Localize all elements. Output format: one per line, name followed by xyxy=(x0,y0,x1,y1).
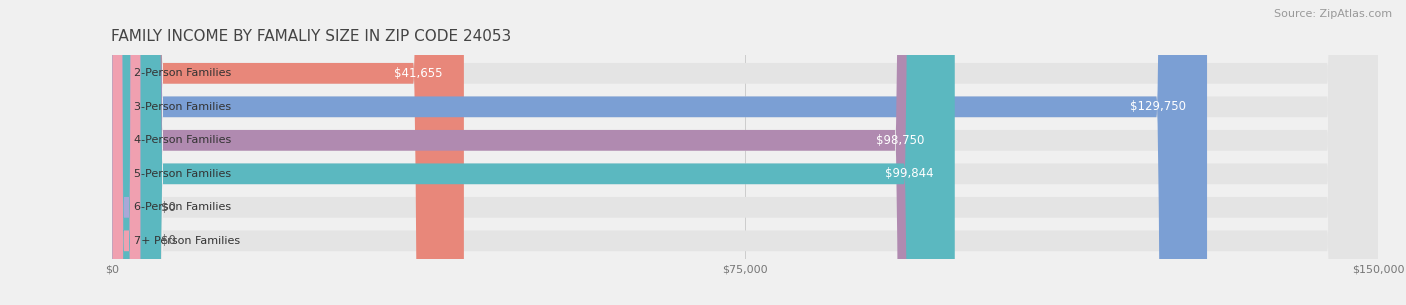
Text: $0: $0 xyxy=(162,201,176,214)
FancyBboxPatch shape xyxy=(112,0,1378,305)
Text: FAMILY INCOME BY FAMALIY SIZE IN ZIP CODE 24053: FAMILY INCOME BY FAMALIY SIZE IN ZIP COD… xyxy=(111,29,512,44)
FancyBboxPatch shape xyxy=(112,0,1378,305)
FancyBboxPatch shape xyxy=(112,0,1378,305)
FancyBboxPatch shape xyxy=(112,0,141,305)
FancyBboxPatch shape xyxy=(112,0,1378,305)
FancyBboxPatch shape xyxy=(112,0,945,305)
FancyBboxPatch shape xyxy=(112,0,1378,305)
Text: $41,655: $41,655 xyxy=(394,67,443,80)
FancyBboxPatch shape xyxy=(112,0,141,305)
Text: 3-Person Families: 3-Person Families xyxy=(134,102,231,112)
FancyBboxPatch shape xyxy=(112,0,955,305)
Text: 2-Person Families: 2-Person Families xyxy=(134,68,231,78)
Text: $98,750: $98,750 xyxy=(876,134,925,147)
Text: $99,844: $99,844 xyxy=(884,167,934,180)
Text: 5-Person Families: 5-Person Families xyxy=(134,169,231,179)
Text: $129,750: $129,750 xyxy=(1130,100,1185,113)
Text: 4-Person Families: 4-Person Families xyxy=(134,135,231,145)
Text: $0: $0 xyxy=(162,234,176,247)
FancyBboxPatch shape xyxy=(112,0,1206,305)
Text: 6-Person Families: 6-Person Families xyxy=(134,202,231,212)
FancyBboxPatch shape xyxy=(112,0,464,305)
FancyBboxPatch shape xyxy=(112,0,1378,305)
Text: Source: ZipAtlas.com: Source: ZipAtlas.com xyxy=(1274,9,1392,19)
Text: 7+ Person Families: 7+ Person Families xyxy=(134,236,239,246)
